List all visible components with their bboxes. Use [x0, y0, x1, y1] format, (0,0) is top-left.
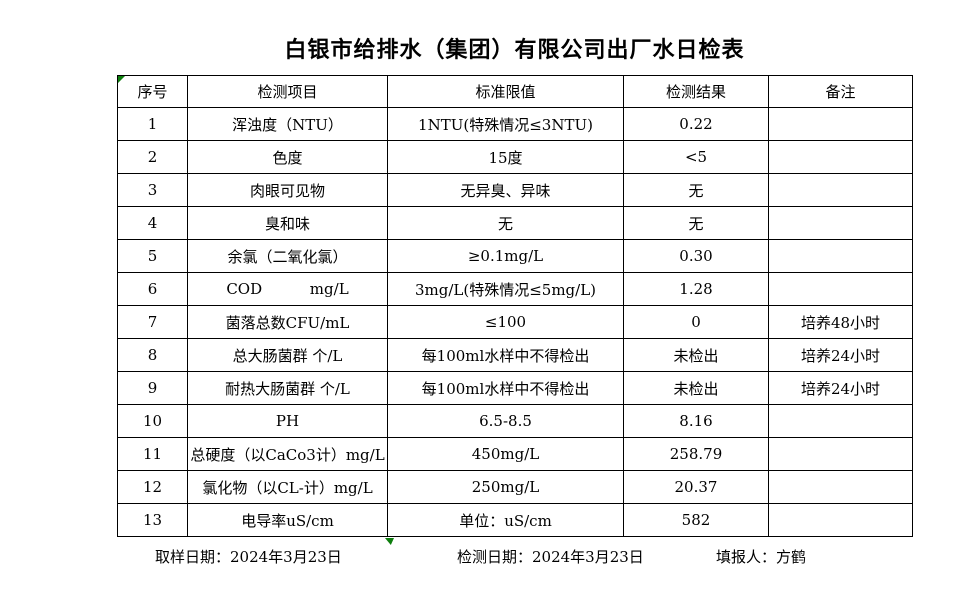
col-header-note[interactable]: 备注 — [768, 75, 913, 108]
cell-result[interactable]: <5 — [623, 140, 769, 174]
cell-limit[interactable]: 3mg/L(特殊情况≤5mg/L) — [387, 272, 624, 306]
cell-result[interactable]: 258.79 — [623, 437, 769, 471]
excel-flag-triangle-icon — [385, 538, 394, 545]
cell-note[interactable]: 培养24小时 — [768, 371, 913, 405]
cell-note[interactable] — [768, 437, 913, 471]
cell-note[interactable] — [768, 503, 913, 537]
cell-limit[interactable]: 无 — [387, 206, 624, 240]
cell-result[interactable]: 8.16 — [623, 404, 769, 438]
cell-note[interactable] — [768, 272, 913, 306]
sampling-date-label[interactable]: 取样日期：2024年3月23日 — [155, 548, 342, 566]
cell-item[interactable]: 氯化物（以CL-计）mg/L — [187, 470, 388, 504]
cell-note[interactable]: 培养48小时 — [768, 305, 913, 339]
cell-result[interactable]: 20.37 — [623, 470, 769, 504]
table-row: 7 菌落总数CFU/mL ≤100 0 培养48小时 — [117, 305, 913, 339]
cell-no[interactable]: 7 — [117, 305, 188, 339]
table-row: 4 臭和味无无 — [117, 206, 913, 240]
cell-no[interactable]: 4 — [117, 206, 188, 240]
cell-note[interactable] — [768, 173, 913, 207]
cell-limit[interactable]: 无异臭、异味 — [387, 173, 624, 207]
table-row: 10 PH 6.5-8.5 8.16 — [117, 404, 913, 438]
col-header-item[interactable]: 检测项目 — [187, 75, 388, 108]
cell-result[interactable]: 无 — [623, 173, 769, 207]
page-title: 白银市给排水（集团）有限公司出厂水日检表 — [284, 37, 745, 63]
cell-no[interactable]: 3 — [117, 173, 188, 207]
cell-result[interactable]: 0 — [623, 305, 769, 339]
cell-no[interactable]: 5 — [117, 239, 188, 273]
table-row: 12 氯化物（以CL-计）mg/L 250mg/L 20.37 — [117, 470, 913, 504]
cell-result[interactable]: 0.22 — [623, 107, 769, 141]
cell-item[interactable]: COD mg/L — [187, 272, 388, 306]
cell-note[interactable]: 培养24小时 — [768, 338, 913, 372]
cell-item[interactable]: 电导率uS/cm — [187, 503, 388, 537]
cell-item[interactable]: PH — [187, 404, 388, 438]
table-row: 2 色度 15度 <5 — [117, 140, 913, 174]
cell-item[interactable]: 余氯（二氧化氯） — [187, 239, 388, 273]
cell-result[interactable]: 无 — [623, 206, 769, 240]
table-row: 13 电导率uS/cm 单位：uS/cm 582 — [117, 503, 913, 537]
cell-note[interactable] — [768, 107, 913, 141]
cell-limit[interactable]: 每100ml水样中不得检出 — [387, 338, 624, 372]
cell-result[interactable]: 1.28 — [623, 272, 769, 306]
inspection-table: 序号 检测项目 标准限值 检测结果 备注 1 浑浊度（NTU） 1NTU(特殊情况≤… — [117, 75, 913, 537]
cell-limit[interactable]: 每100ml水样中不得检出 — [387, 371, 624, 405]
cell-note[interactable] — [768, 206, 913, 240]
cell-result[interactable]: 0.30 — [623, 239, 769, 273]
cell-no[interactable]: 1 — [117, 107, 188, 141]
cell-limit[interactable]: ≤100 — [387, 305, 624, 339]
header-row: 序号 检测项目 标准限值 检测结果 备注 — [117, 75, 913, 108]
cell-no[interactable]: 11 — [117, 437, 188, 471]
cell-limit[interactable]: 250mg/L — [387, 470, 624, 504]
cell-result[interactable]: 未检出 — [623, 371, 769, 405]
cell-limit[interactable]: 单位：uS/cm — [387, 503, 624, 537]
col-header-no[interactable]: 序号 — [117, 75, 188, 108]
cell-item[interactable]: 菌落总数CFU/mL — [187, 305, 388, 339]
cell-result[interactable]: 582 — [623, 503, 769, 537]
table-row: 11 总硬度（以CaCo3计）mg/L 450mg/L 258.79 — [117, 437, 913, 471]
cell-limit[interactable]: 1NTU(特殊情况≤3NTU) — [387, 107, 624, 141]
cell-note[interactable] — [768, 404, 913, 438]
cell-item[interactable]: 总大肠菌群 个/L — [187, 338, 388, 372]
reporter-label[interactable]: 填报人：方鹤 — [716, 548, 807, 566]
table-row: 9 耐热大肠菌群 个/L 每100ml水样中不得检出 未检出 培养24小时 — [117, 371, 913, 405]
table-body: 1 浑浊度（NTU） 1NTU(特殊情况≤3NTU) 0.22 2 色度 15度 <5 3 肉眼可… — [117, 107, 913, 537]
col-header-limit[interactable]: 标准限值 — [387, 75, 624, 108]
cell-limit[interactable]: 15度 — [387, 140, 624, 174]
table-row: 1 浑浊度（NTU） 1NTU(特殊情况≤3NTU) 0.22 — [117, 107, 913, 141]
cell-limit[interactable]: ≥0.1mg/L — [387, 239, 624, 273]
table-row: 8 总大肠菌群 个/L 每100ml水样中不得检出 未检出 培养24小时 — [117, 338, 913, 372]
cell-item[interactable]: 耐热大肠菌群 个/L — [187, 371, 388, 405]
cell-limit[interactable]: 450mg/L — [387, 437, 624, 471]
cell-item[interactable]: 臭和味 — [187, 206, 388, 240]
table-row: 3 肉眼可见物 无异臭、异味无 — [117, 173, 913, 207]
cell-limit[interactable]: 6.5-8.5 — [387, 404, 624, 438]
cell-result[interactable]: 未检出 — [623, 338, 769, 372]
cell-note[interactable] — [768, 239, 913, 273]
cell-no[interactable]: 12 — [117, 470, 188, 504]
cell-item[interactable]: 总硬度（以CaCo3计）mg/L — [187, 437, 388, 471]
cell-note[interactable] — [768, 470, 913, 504]
cell-item[interactable]: 浑浊度（NTU） — [187, 107, 388, 141]
table-row: 6 COD mg/L 3mg/L(特殊情况≤5mg/L) 1.28 — [117, 272, 913, 306]
excel-corner-triangle-icon — [118, 76, 125, 83]
test-date-label[interactable]: 检测日期：2024年3月23日 — [457, 548, 644, 566]
cell-no[interactable]: 9 — [117, 371, 188, 405]
cell-no[interactable]: 13 — [117, 503, 188, 537]
cell-no[interactable]: 10 — [117, 404, 188, 438]
cell-note[interactable] — [768, 140, 913, 174]
table-row: 5 余氯（二氧化氯） ≥0.1mg/L 0.30 — [117, 239, 913, 273]
col-header-result[interactable]: 检测结果 — [623, 75, 769, 108]
cell-no[interactable]: 2 — [117, 140, 188, 174]
cell-item[interactable]: 肉眼可见物 — [187, 173, 388, 207]
cell-no[interactable]: 6 — [117, 272, 188, 306]
cell-no[interactable]: 8 — [117, 338, 188, 372]
cell-item[interactable]: 色度 — [187, 140, 388, 174]
